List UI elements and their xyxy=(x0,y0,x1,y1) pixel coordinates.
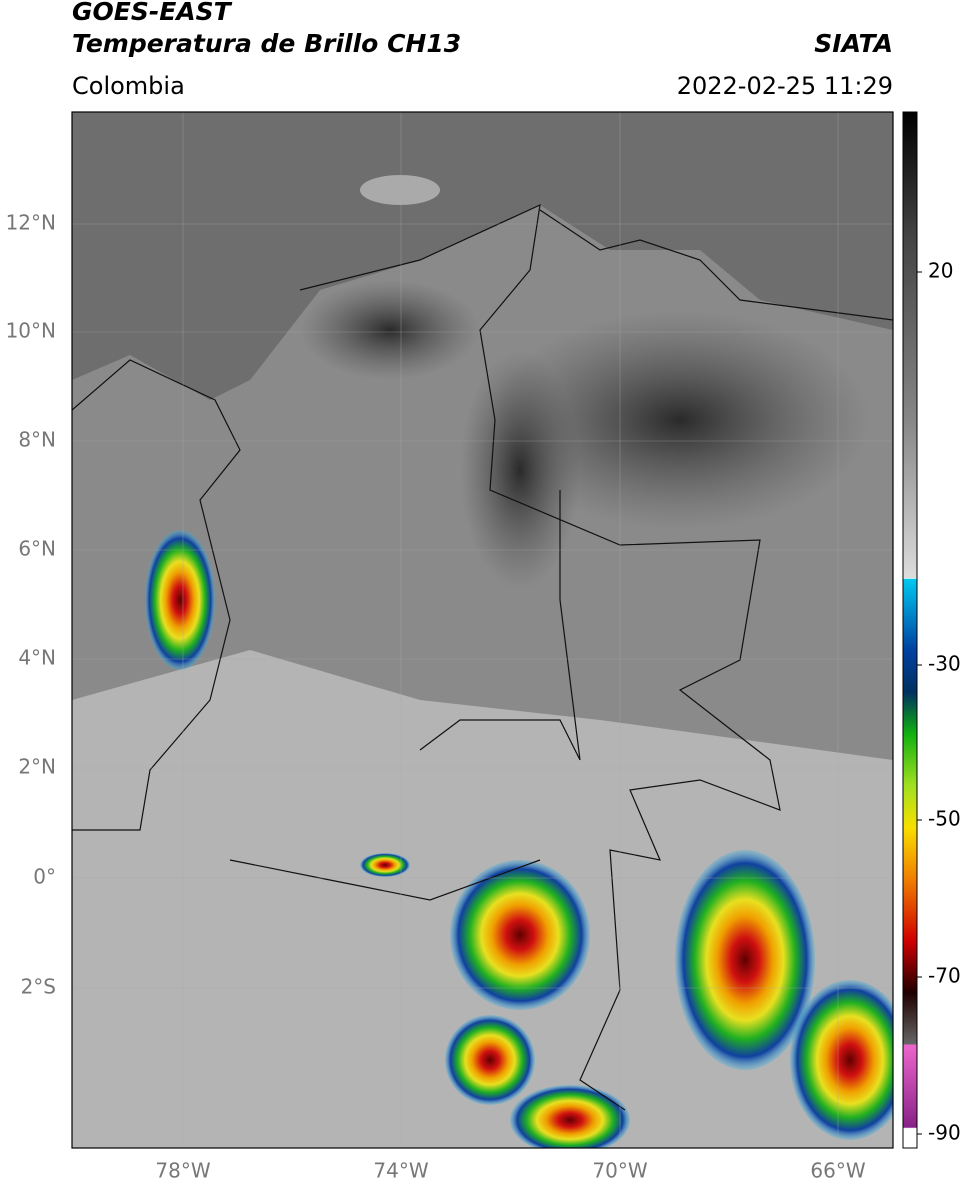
colorbar xyxy=(902,111,918,1149)
lat-label: 6°N xyxy=(18,537,56,561)
lat-label: 2°S xyxy=(21,975,56,999)
colorbar-label: -50 xyxy=(928,807,961,831)
lat-label: 8°N xyxy=(18,428,56,452)
lat-label: 2°N xyxy=(18,755,56,779)
satellite: GOES-EAST xyxy=(72,0,233,26)
lat-label: 0° xyxy=(33,865,56,889)
lon-label: 74°W xyxy=(373,1159,428,1183)
timestamp: 2022-02-25 11:29 xyxy=(677,72,893,100)
satellite-map xyxy=(72,112,893,1148)
map-frame xyxy=(71,111,894,1149)
lon-label: 70°W xyxy=(592,1159,647,1183)
colorbar-label: -70 xyxy=(928,964,961,988)
lat-label: 12°N xyxy=(6,211,56,235)
colorbar-label: -90 xyxy=(928,1121,961,1145)
colorbar-label: 20 xyxy=(928,259,953,283)
lon-label: 78°W xyxy=(155,1159,210,1183)
lat-label: 4°N xyxy=(18,646,56,670)
region: Colombia xyxy=(72,72,185,100)
graticule xyxy=(72,112,893,1148)
product: Temperatura de Brillo CH13 xyxy=(72,29,461,58)
source: SIATA xyxy=(814,29,893,58)
lon-label: 66°W xyxy=(810,1159,865,1183)
lat-label: 10°N xyxy=(6,319,56,343)
colorbar-label: -30 xyxy=(928,652,961,676)
